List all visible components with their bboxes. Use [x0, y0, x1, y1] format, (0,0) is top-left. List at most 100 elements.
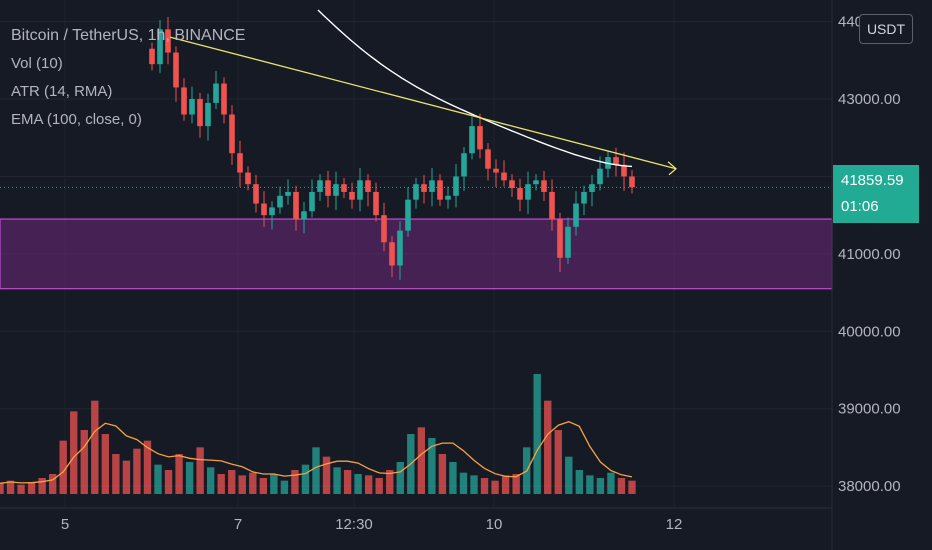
volume-bar	[154, 464, 162, 494]
price-tick-label: 39000.00	[838, 401, 901, 418]
volume-bar	[91, 400, 99, 494]
candle-body	[501, 172, 507, 181]
legend-vol[interactable]: Vol (10)	[11, 55, 63, 72]
volume-bar	[554, 430, 562, 494]
candle-body	[413, 184, 419, 200]
volume-bar	[217, 474, 225, 494]
volume-bar	[175, 454, 183, 494]
time-tick-label: 12	[666, 516, 683, 533]
candle-body	[493, 168, 499, 173]
candle-body	[189, 99, 195, 115]
candle-body	[581, 191, 587, 204]
volume-bar	[48, 474, 57, 494]
candle-body	[437, 180, 443, 200]
volume-bar	[459, 472, 468, 494]
candle-body	[621, 164, 627, 177]
volume-bar	[354, 474, 362, 494]
volume-bar	[617, 478, 626, 494]
candle-body	[333, 184, 339, 196]
time-tick-label: 7	[234, 516, 242, 533]
volume-bars	[0, 374, 636, 494]
volume-bar	[228, 470, 236, 494]
candle-body	[213, 83, 219, 103]
candle-body	[261, 203, 267, 216]
support-zone	[0, 218, 833, 290]
candle-body	[629, 176, 635, 188]
volume-bar	[122, 460, 131, 494]
candle-body	[317, 180, 323, 192]
volume-bar	[112, 454, 120, 494]
candle-body	[173, 52, 179, 88]
volume-bar	[270, 474, 278, 494]
trendline	[169, 36, 677, 170]
ema-line	[317, 9, 633, 168]
candle-body	[509, 180, 515, 189]
candle-body	[389, 242, 395, 266]
bar-countdown: 01:06	[841, 198, 879, 215]
volume-bar	[59, 440, 67, 494]
symbol-title[interactable]: Bitcoin / TetherUS, 1h, BINANCE	[11, 27, 246, 44]
candle-body	[453, 176, 459, 196]
candle-body	[357, 180, 363, 200]
candle-body	[573, 203, 579, 227]
volume-bar	[333, 467, 341, 494]
volume-bar	[544, 400, 552, 494]
candle-body	[309, 191, 315, 212]
volume-bar	[449, 462, 457, 494]
legend-ema[interactable]: EMA (100, close, 0)	[11, 111, 142, 128]
volume-bar	[259, 478, 268, 494]
volume-bar	[628, 480, 636, 494]
volume-bar	[238, 475, 246, 494]
volume-bar	[470, 475, 478, 494]
volume-bar	[27, 482, 36, 494]
time-tick-label: 10	[486, 516, 503, 533]
legend: Bitcoin / TetherUS, 1h, BINANCE Vol (10)…	[11, 22, 245, 134]
volume-bar	[164, 470, 173, 494]
volume-bar	[607, 472, 615, 494]
candle-body	[397, 230, 403, 266]
volume-bar	[586, 475, 594, 494]
candle-body	[477, 126, 483, 150]
candle-body	[565, 226, 571, 258]
volume-bar	[396, 462, 404, 494]
price-tick-label: 43000.00	[838, 91, 901, 108]
volume-bar	[596, 478, 605, 494]
candle-body	[149, 48, 155, 65]
candle-body	[421, 184, 427, 192]
volume-bar	[322, 456, 331, 494]
volume-bar	[417, 427, 426, 494]
volume-bar	[291, 470, 299, 494]
candle-body	[485, 149, 491, 169]
volume-bar	[143, 440, 152, 494]
candle-body	[301, 211, 307, 220]
candle-body	[597, 168, 603, 185]
candle-body	[445, 195, 451, 200]
candle-body	[365, 180, 371, 192]
candle-body	[373, 191, 379, 216]
volume-bar	[312, 447, 320, 494]
candle-body	[245, 172, 251, 185]
candle-body	[253, 184, 259, 204]
volume-bar	[575, 470, 584, 494]
time-axis[interactable]: 5 7 12:30 10 12	[61, 516, 683, 533]
volume-bar	[480, 478, 489, 494]
volume-bar	[533, 374, 541, 494]
candle-body	[525, 184, 531, 200]
time-tick-label: 12:30	[335, 516, 373, 533]
volume-bar	[70, 411, 78, 494]
candle-body	[325, 180, 331, 196]
candle-body	[469, 126, 475, 154]
currency-button[interactable]: USDT	[859, 14, 913, 44]
volume-bar	[280, 480, 289, 494]
candle-body	[533, 180, 539, 185]
legend-atr[interactable]: ATR (14, RMA)	[11, 83, 113, 100]
price-tick-label: 41000.00	[838, 246, 901, 263]
volume-bar	[364, 475, 373, 494]
price-tick-label: 38000.00	[838, 478, 901, 495]
candles	[149, 16, 635, 280]
volume-bar	[185, 462, 194, 494]
candle-body	[221, 83, 227, 115]
candle-body	[549, 191, 555, 220]
candle-body	[237, 153, 243, 173]
